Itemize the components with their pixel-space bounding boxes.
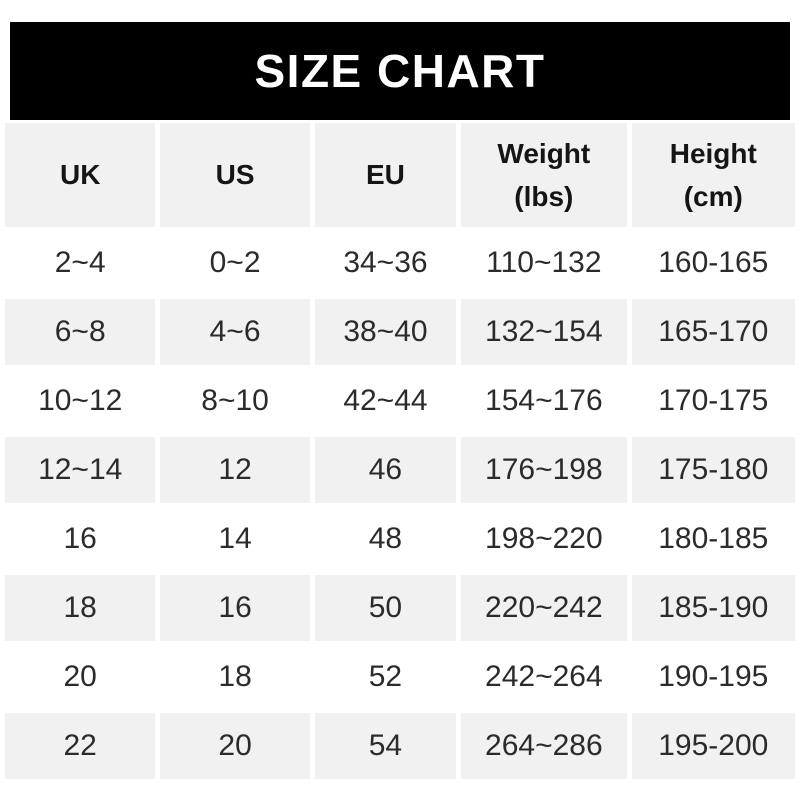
- cell-uk: 10~12: [5, 368, 156, 434]
- size-table: UK US EU Weight (lbs) Height (cm): [0, 120, 800, 782]
- col-header-unit: (lbs): [514, 181, 574, 212]
- cell-eu: 38~40: [314, 299, 457, 365]
- cell-height: 190-195: [631, 644, 795, 710]
- cell-us: 12: [160, 437, 310, 503]
- cell-weight: 264~286: [461, 713, 627, 779]
- cell-height: 195-200: [631, 713, 795, 779]
- cell-eu: 48: [314, 506, 457, 572]
- cell-height: 170-175: [631, 368, 795, 434]
- cell-weight: 132~154: [461, 299, 627, 365]
- cell-uk: 16: [5, 506, 156, 572]
- col-header-label: Height: [669, 137, 757, 169]
- table-row: 10~12 8~10 42~44 154~176 170-175: [5, 368, 795, 434]
- cell-height: 180-185: [631, 506, 795, 572]
- cell-us: 8~10: [160, 368, 310, 434]
- cell-weight: 110~132: [461, 230, 627, 296]
- table-row: 12~14 12 46 176~198 175-180: [5, 437, 795, 503]
- table-row: 2~4 0~2 34~36 110~132 160-165: [5, 230, 795, 296]
- banner: SIZE CHART: [10, 22, 790, 120]
- cell-eu: 50: [314, 575, 457, 641]
- cell-uk: 18: [5, 575, 156, 641]
- cell-us: 0~2: [160, 230, 310, 296]
- cell-us: 16: [160, 575, 310, 641]
- cell-height: 165-170: [631, 299, 795, 365]
- cell-weight: 176~198: [461, 437, 627, 503]
- col-header-weight: Weight (lbs): [461, 123, 627, 227]
- cell-uk: 22: [5, 713, 156, 779]
- size-chart-page: SIZE CHART UK US EU Weight: [0, 22, 800, 800]
- col-header-height: Height (cm): [631, 123, 795, 227]
- table-row: 18 16 50 220~242 185-190: [5, 575, 795, 641]
- cell-us: 4~6: [160, 299, 310, 365]
- size-table-body: 2~4 0~2 34~36 110~132 160-165 6~8 4~6 38…: [5, 230, 795, 779]
- cell-uk: 6~8: [5, 299, 156, 365]
- table-row: 6~8 4~6 38~40 132~154 165-170: [5, 299, 795, 365]
- col-header-label: US: [215, 159, 255, 191]
- col-header-label: UK: [59, 159, 101, 191]
- table-row: 22 20 54 264~286 195-200: [5, 713, 795, 779]
- cell-height: 185-190: [631, 575, 795, 641]
- col-header-uk: UK: [5, 123, 156, 227]
- cell-uk: 12~14: [5, 437, 156, 503]
- cell-weight: 242~264: [461, 644, 627, 710]
- cell-eu: 52: [314, 644, 457, 710]
- table-row: 16 14 48 198~220 180-185: [5, 506, 795, 572]
- cell-eu: 34~36: [314, 230, 457, 296]
- cell-weight: 154~176: [461, 368, 627, 434]
- col-header-label: Weight: [497, 137, 591, 169]
- cell-uk: 2~4: [5, 230, 156, 296]
- col-header-us: US: [160, 123, 310, 227]
- page-title: SIZE CHART: [254, 45, 546, 97]
- cell-eu: 42~44: [314, 368, 457, 434]
- cell-height: 175-180: [631, 437, 795, 503]
- table-row: 20 18 52 242~264 190-195: [5, 644, 795, 710]
- col-header-eu: EU: [314, 123, 457, 227]
- cell-eu: 46: [314, 437, 457, 503]
- cell-us: 18: [160, 644, 310, 710]
- header-row: UK US EU Weight (lbs) Height (cm): [5, 123, 795, 227]
- col-header-label: EU: [365, 159, 405, 191]
- cell-eu: 54: [314, 713, 457, 779]
- cell-height: 160-165: [631, 230, 795, 296]
- cell-weight: 220~242: [461, 575, 627, 641]
- col-header-unit: (cm): [683, 181, 743, 212]
- cell-uk: 20: [5, 644, 156, 710]
- cell-us: 14: [160, 506, 310, 572]
- cell-weight: 198~220: [461, 506, 627, 572]
- size-table-header: UK US EU Weight (lbs) Height (cm): [5, 123, 795, 227]
- cell-us: 20: [160, 713, 310, 779]
